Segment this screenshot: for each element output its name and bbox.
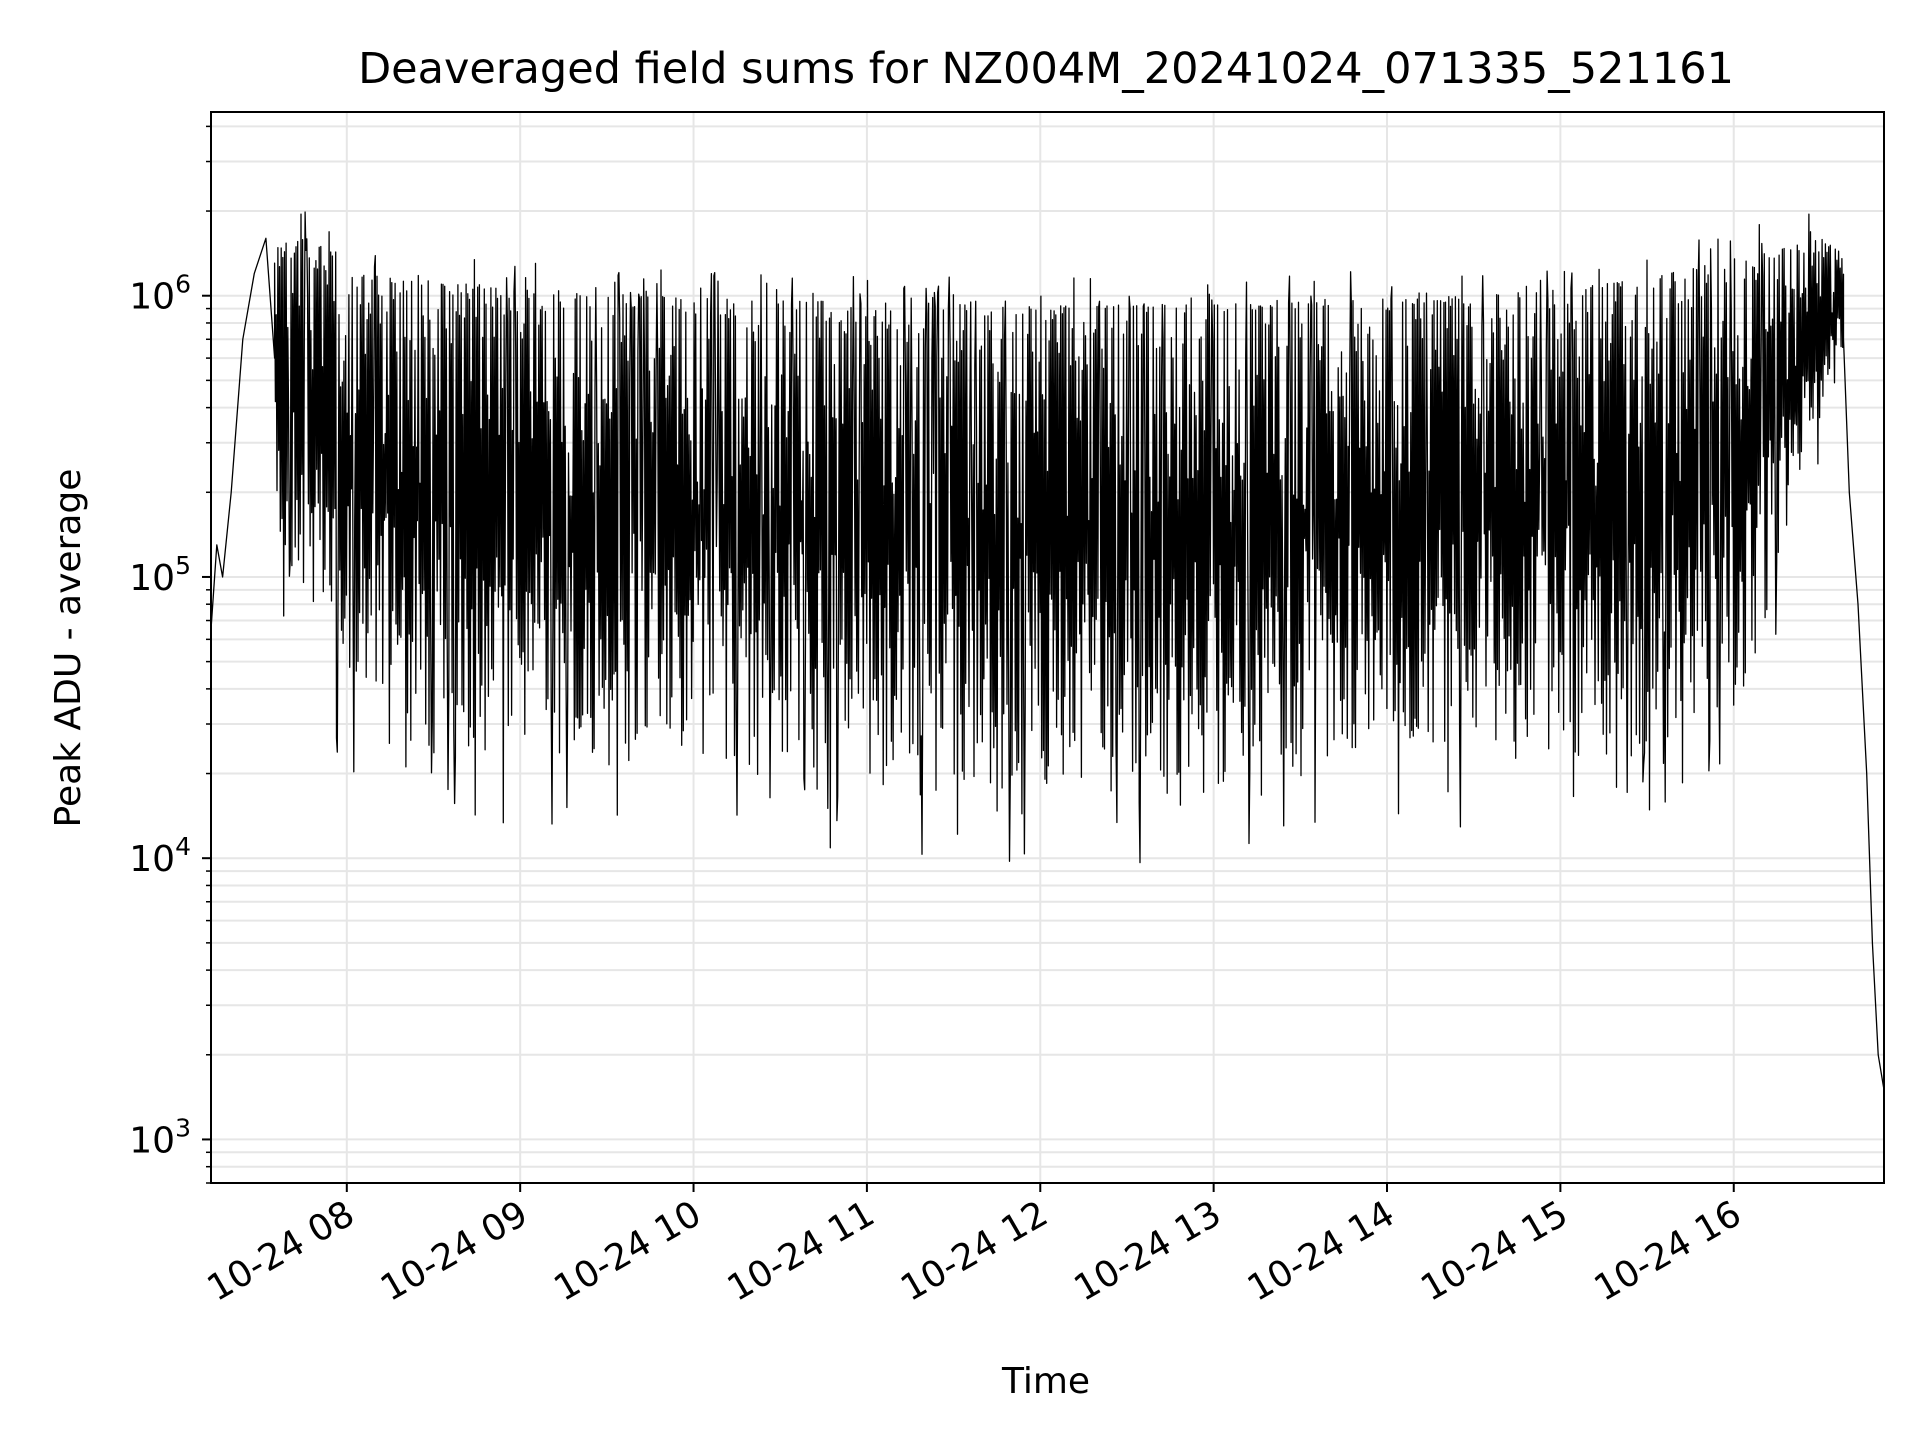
plot-frame: [210, 111, 1885, 1184]
y-tick-label: 103: [129, 1113, 191, 1161]
series-line: [210, 211, 1885, 1091]
data-layer: [210, 211, 1885, 1091]
y-axis-label: Peak ADU - average: [48, 469, 89, 828]
y-tick-label: 104: [129, 832, 191, 880]
chart-title: Deaveraged field sums for NZ004M_2024102…: [358, 44, 1734, 94]
y-tick-label: 106: [129, 270, 191, 318]
x-axis-label: Time: [1001, 1361, 1090, 1402]
y-tick-label: 105: [129, 551, 191, 599]
